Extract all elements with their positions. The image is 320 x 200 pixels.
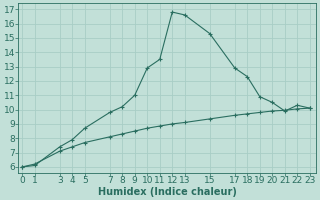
- X-axis label: Humidex (Indice chaleur): Humidex (Indice chaleur): [98, 187, 237, 197]
